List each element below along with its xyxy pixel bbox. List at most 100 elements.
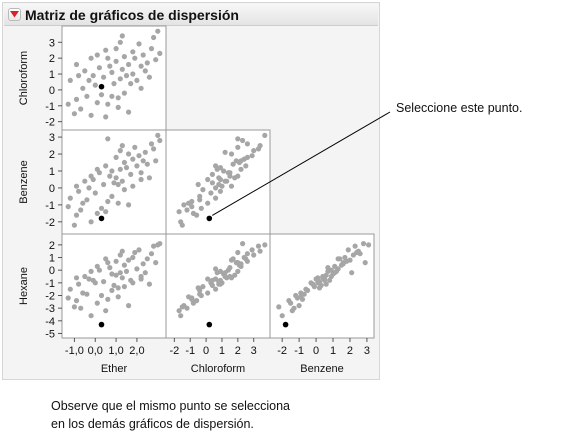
data-point[interactable] — [238, 263, 244, 269]
data-point[interactable] — [230, 256, 236, 262]
data-point[interactable] — [311, 284, 317, 290]
data-point[interactable] — [132, 144, 138, 150]
data-point[interactable] — [153, 158, 159, 164]
data-point[interactable] — [146, 281, 152, 287]
data-point[interactable] — [134, 163, 140, 169]
data-point[interactable] — [134, 266, 140, 272]
data-point[interactable] — [121, 187, 127, 193]
data-point[interactable] — [213, 195, 219, 201]
data-point[interactable] — [235, 249, 241, 256]
data-point[interactable] — [71, 111, 77, 117]
data-point[interactable] — [293, 292, 299, 299]
data-point[interactable] — [151, 243, 157, 249]
data-point[interactable] — [213, 286, 219, 292]
data-point[interactable] — [289, 308, 295, 314]
data-point[interactable] — [109, 287, 115, 293]
data-point[interactable] — [355, 248, 361, 254]
data-point[interactable] — [209, 277, 215, 283]
data-point[interactable] — [136, 153, 142, 159]
data-point[interactable] — [241, 254, 247, 261]
data-point[interactable] — [113, 272, 119, 278]
data-point[interactable] — [73, 275, 80, 281]
data-point[interactable] — [228, 275, 235, 281]
data-point[interactable] — [105, 55, 111, 61]
data-point[interactable] — [121, 90, 127, 96]
data-point[interactable] — [90, 73, 96, 79]
data-point[interactable] — [73, 212, 80, 218]
data-point[interactable] — [111, 81, 117, 87]
data-point[interactable] — [308, 280, 314, 286]
data-point[interactable] — [205, 200, 211, 206]
data-point[interactable] — [340, 260, 346, 266]
data-point[interactable] — [325, 265, 331, 271]
data-point[interactable] — [80, 200, 86, 206]
data-point[interactable] — [134, 77, 140, 83]
data-point[interactable] — [94, 100, 100, 106]
data-point[interactable] — [128, 81, 134, 87]
data-point[interactable] — [138, 276, 144, 282]
data-point[interactable] — [78, 305, 84, 311]
data-point[interactable] — [230, 161, 236, 167]
data-point[interactable] — [94, 52, 100, 58]
data-point[interactable] — [244, 141, 250, 147]
data-point[interactable] — [178, 219, 184, 225]
data-point[interactable] — [238, 158, 244, 164]
data-point[interactable] — [146, 175, 152, 181]
data-point[interactable] — [88, 219, 94, 225]
data-point[interactable] — [105, 101, 111, 107]
data-point[interactable] — [119, 275, 125, 281]
data-point[interactable] — [65, 295, 71, 301]
data-point[interactable] — [235, 136, 241, 142]
data-point[interactable] — [136, 41, 142, 47]
data-point[interactable] — [249, 247, 255, 253]
data-point[interactable] — [113, 58, 119, 64]
data-point[interactable] — [217, 268, 223, 274]
data-point[interactable] — [213, 266, 219, 272]
data-point[interactable] — [121, 262, 127, 268]
data-point[interactable] — [119, 143, 125, 149]
data-point[interactable] — [209, 180, 215, 186]
data-point[interactable] — [115, 294, 121, 300]
data-point[interactable] — [296, 303, 302, 309]
data-point[interactable] — [86, 185, 92, 191]
data-point[interactable] — [140, 158, 146, 164]
data-point[interactable] — [216, 281, 222, 287]
data-point[interactable] — [195, 181, 201, 188]
data-point[interactable] — [146, 74, 152, 80]
data-point[interactable] — [82, 273, 88, 280]
data-point[interactable] — [101, 181, 107, 188]
data-point[interactable] — [140, 52, 146, 58]
data-point[interactable] — [251, 148, 257, 154]
selected-data-point[interactable] — [98, 215, 105, 222]
data-point[interactable] — [126, 151, 132, 157]
data-point[interactable] — [240, 241, 246, 247]
data-point[interactable] — [233, 260, 239, 266]
data-point[interactable] — [153, 260, 159, 266]
data-point[interactable] — [73, 96, 80, 102]
data-point[interactable] — [105, 136, 111, 142]
data-point[interactable] — [117, 39, 123, 45]
data-point[interactable] — [113, 46, 119, 52]
data-point[interactable] — [92, 82, 98, 88]
data-point[interactable] — [209, 171, 215, 177]
data-point[interactable] — [71, 304, 77, 310]
data-point[interactable] — [235, 173, 241, 179]
data-point[interactable] — [325, 268, 331, 274]
data-point[interactable] — [103, 308, 109, 314]
data-point[interactable] — [255, 243, 262, 249]
data-point[interactable] — [65, 204, 71, 210]
data-point[interactable] — [138, 170, 144, 176]
data-point[interactable] — [209, 282, 215, 288]
data-point[interactable] — [115, 200, 121, 206]
data-point[interactable] — [119, 33, 125, 39]
data-point[interactable] — [186, 294, 192, 300]
selected-data-point[interactable] — [98, 321, 105, 328]
data-point[interactable] — [71, 222, 77, 228]
data-point[interactable] — [233, 158, 239, 164]
data-point[interactable] — [109, 193, 115, 199]
data-point[interactable] — [98, 292, 105, 299]
data-point[interactable] — [88, 313, 94, 319]
data-point[interactable] — [148, 141, 155, 147]
data-point[interactable] — [208, 190, 214, 196]
data-point[interactable] — [96, 65, 102, 71]
